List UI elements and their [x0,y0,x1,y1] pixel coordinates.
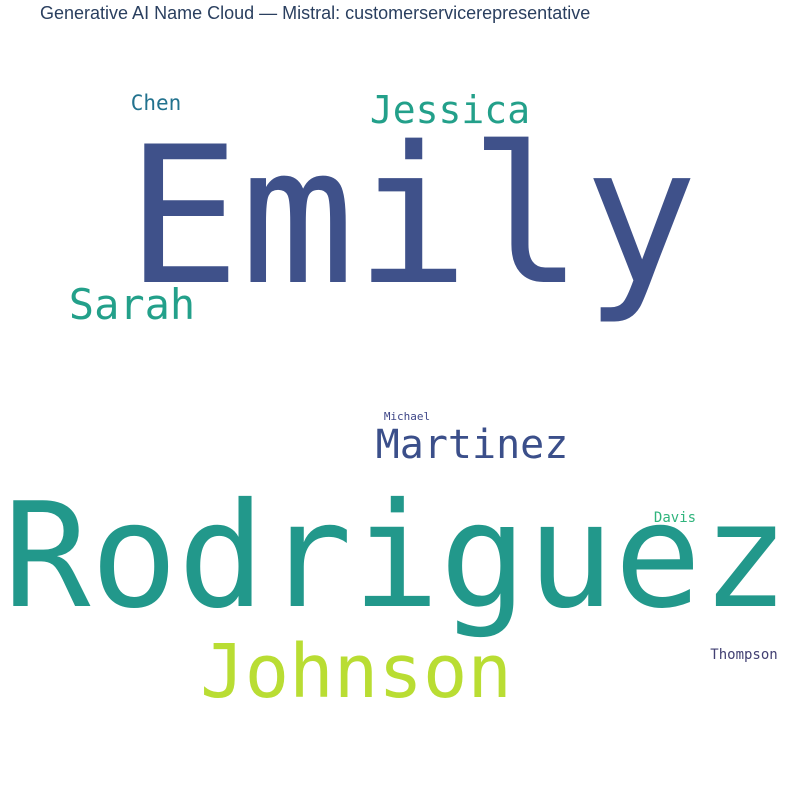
word-thompson: Thompson [710,647,777,663]
word-johnson: Johnson [200,629,512,715]
word-sarah: Sarah [69,280,195,329]
word-emily: Emily [126,106,698,327]
word-michael: Michael [384,410,430,423]
word-davis: Davis [654,510,696,526]
word-martinez: Martinez [376,422,569,468]
word-rodriguez: Rodriguez [3,472,789,641]
word-jessica: Jessica [370,88,530,132]
chart-title: Generative AI Name Cloud — Mistral: cust… [40,3,591,23]
word-chen: Chen [131,91,182,115]
